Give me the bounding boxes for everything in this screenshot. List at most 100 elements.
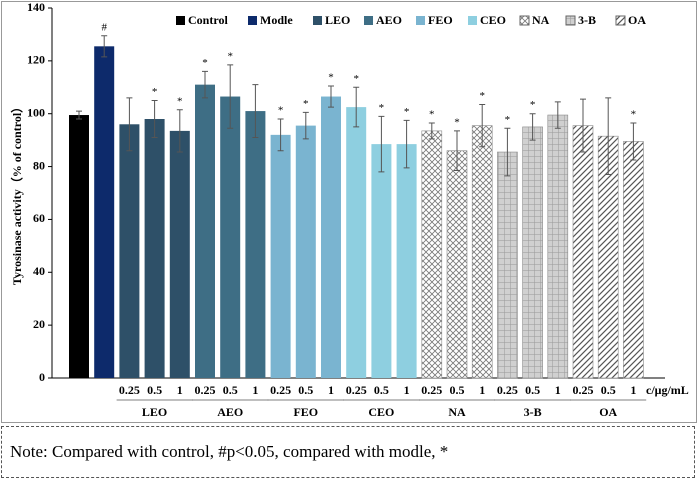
x-tick-label: 1 — [479, 383, 485, 397]
error-bar — [151, 100, 158, 138]
legend-label: OA — [628, 13, 646, 27]
significance-marker: * — [177, 95, 183, 107]
y-axis-label: Tyrosinase activity（% of control） — [9, 101, 24, 285]
bar — [169, 130, 190, 378]
x-tick-label: 0.25 — [421, 383, 442, 397]
x-tick-label: 0.25 — [573, 383, 594, 397]
bar — [471, 125, 493, 379]
bar — [522, 126, 543, 379]
legend-swatch — [519, 15, 530, 26]
chart-frame — [1, 1, 697, 423]
significance-marker: * — [152, 86, 158, 98]
legend-label: AEO — [376, 13, 402, 27]
error-bar — [630, 122, 637, 161]
y-tick-label: 60 — [33, 211, 45, 225]
legend-swatch — [176, 16, 185, 25]
legend-swatch — [565, 15, 576, 26]
significance-marker: * — [631, 108, 637, 120]
bar — [497, 151, 518, 379]
legend-swatch — [416, 16, 425, 25]
bar — [94, 46, 115, 378]
y-tick-label: 140 — [27, 0, 45, 14]
legend-swatch — [364, 16, 373, 25]
significance-marker: * — [353, 73, 359, 85]
significance-marker: * — [505, 114, 511, 126]
error-bar — [302, 111, 309, 140]
significance-marker: * — [429, 108, 435, 120]
x-tick-label: 1 — [328, 383, 334, 397]
error-bar — [76, 110, 82, 120]
significance-marker: * — [227, 50, 233, 62]
x-tick-label: 0.25 — [346, 383, 367, 397]
significance-marker: * — [404, 106, 410, 118]
x-tick-label: 0.5 — [601, 383, 616, 397]
significance-marker: * — [454, 116, 460, 128]
x-tick-label: 1 — [252, 383, 258, 397]
error-bar — [403, 119, 410, 169]
x-tick-label: 1 — [404, 383, 410, 397]
y-tick-label: 80 — [33, 158, 45, 172]
chart: Tyrosinase activity（% of control） c/μg/m… — [9, 0, 689, 419]
bar — [396, 144, 417, 378]
bar — [346, 107, 367, 378]
error-bar — [529, 113, 536, 141]
significance-marker: * — [379, 102, 385, 114]
x-tick-label: 1 — [630, 383, 636, 397]
x-tick-label: 0.5 — [147, 383, 162, 397]
x-tick-label: 0.5 — [223, 383, 238, 397]
x-tick-label: 1 — [177, 383, 183, 397]
bar — [119, 124, 140, 379]
y-tick-label: 20 — [33, 317, 45, 331]
group-label: 3-B — [524, 405, 542, 419]
error-bar — [202, 70, 208, 99]
significance-marker: * — [278, 105, 284, 117]
error-bar — [554, 101, 561, 129]
group-label: NA — [448, 405, 466, 419]
legend-label: Control — [188, 13, 228, 27]
legend-swatch — [313, 16, 322, 25]
bar — [421, 130, 443, 379]
x-tick-label: 0.25 — [270, 383, 291, 397]
error-bar — [580, 98, 586, 153]
group-label: AEO — [217, 405, 243, 419]
bar — [547, 114, 569, 379]
group-label: CEO — [368, 405, 394, 419]
bar — [195, 84, 215, 379]
error-bar — [454, 130, 460, 172]
error-bar — [277, 118, 284, 152]
error-bar — [353, 86, 360, 128]
significance-marker: * — [303, 98, 309, 110]
legend-label: LEO — [325, 13, 350, 27]
bar — [321, 96, 341, 379]
x-unit-label: c/μg/mL — [646, 383, 689, 397]
legend-label: NA — [532, 13, 550, 27]
group-label: LEO — [142, 405, 167, 419]
error-bar — [328, 85, 334, 108]
legend-label: Modle — [260, 13, 293, 27]
error-bar — [378, 115, 385, 173]
error-bar — [101, 35, 108, 58]
group-label: OA — [599, 405, 617, 419]
x-tick-label: 0.25 — [119, 383, 140, 397]
bar — [245, 111, 266, 379]
error-bar — [227, 64, 234, 129]
bar — [69, 115, 89, 379]
significance-marker: * — [530, 99, 536, 111]
group-label: FEO — [293, 405, 318, 419]
bar — [295, 125, 316, 378]
significance-marker: * — [479, 90, 485, 102]
bar — [623, 141, 644, 379]
error-bar — [504, 127, 511, 177]
error-bar — [428, 122, 435, 140]
significance-marker: * — [202, 57, 208, 69]
bar — [572, 125, 594, 379]
x-tick-label: 0.5 — [298, 383, 313, 397]
x-tick-label: 0.25 — [195, 383, 216, 397]
significance-marker: * — [328, 71, 334, 83]
error-bar — [479, 103, 486, 148]
bar — [371, 144, 392, 378]
legend-swatch — [615, 15, 626, 26]
bar — [220, 96, 241, 379]
error-bar — [252, 84, 259, 138]
